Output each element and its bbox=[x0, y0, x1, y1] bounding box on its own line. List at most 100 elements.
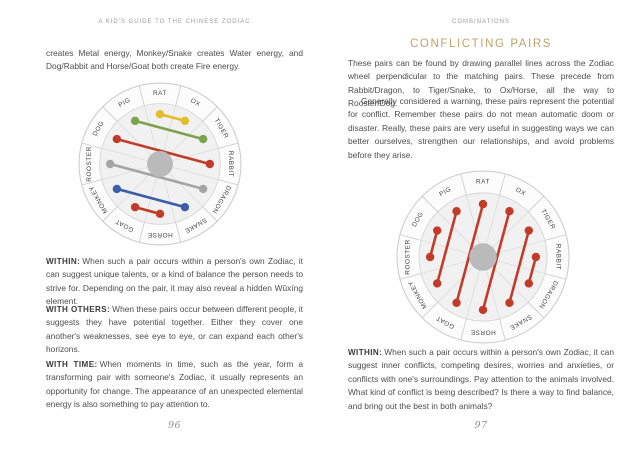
sector-divider bbox=[528, 302, 545, 319]
inner-spoke bbox=[484, 263, 500, 319]
within-paragraph-right: WITHIN: When such a pair occurs within a … bbox=[348, 346, 614, 413]
sector-divider bbox=[460, 173, 467, 196]
sector-divider bbox=[175, 222, 182, 243]
inner-spoke bbox=[466, 263, 482, 319]
within-right-lead: WITHIN: bbox=[348, 348, 383, 357]
pair-line bbox=[527, 256, 538, 284]
inner-spoke bbox=[117, 121, 156, 160]
within-paragraph: WITHIN: When such a pair occurs within a … bbox=[46, 255, 303, 309]
pair-endpoint bbox=[180, 202, 190, 212]
inner-spoke bbox=[466, 195, 482, 251]
inner-spoke bbox=[489, 258, 545, 274]
sector-divider bbox=[499, 173, 506, 196]
pair-endpoint bbox=[112, 134, 122, 144]
pair-line bbox=[116, 187, 186, 209]
sector-divider bbox=[544, 273, 567, 280]
sector-divider bbox=[544, 234, 567, 241]
pair-endpoint bbox=[198, 184, 208, 194]
pair-endpoint bbox=[130, 202, 140, 212]
sector-divider bbox=[202, 106, 218, 122]
pair-endpoint bbox=[155, 109, 165, 119]
sector-label: ROOSTER bbox=[86, 146, 93, 181]
section-title: CONFLICTING PAIRS bbox=[410, 38, 552, 50]
sector-label: OX bbox=[189, 97, 202, 108]
pair-line bbox=[428, 230, 439, 258]
wheel-hub bbox=[469, 243, 497, 271]
with-time-paragraph: WITH TIME: When moments in time, such as … bbox=[46, 358, 303, 412]
sector-divider bbox=[202, 206, 218, 222]
sector-label: HORSE bbox=[470, 329, 495, 336]
pair-endpoint bbox=[155, 209, 165, 219]
pair-endpoint bbox=[433, 226, 442, 235]
conflicting-intro-paragraph: These pairs can be found by drawing para… bbox=[348, 58, 614, 109]
sector-divider bbox=[399, 234, 422, 241]
with-time-lead: WITH TIME: bbox=[46, 360, 98, 369]
sector-label: ROOSTER bbox=[404, 239, 411, 274]
inner-spoke bbox=[144, 170, 159, 223]
page-number-right: 97 bbox=[474, 420, 488, 431]
pair-line bbox=[435, 210, 458, 284]
sector-divider bbox=[102, 206, 118, 222]
sector-divider bbox=[102, 106, 118, 122]
pair-endpoint bbox=[478, 199, 488, 209]
sector-label: OX bbox=[514, 186, 527, 197]
pair-line bbox=[508, 230, 531, 304]
pair-endpoint bbox=[130, 116, 140, 126]
sector-divider bbox=[138, 222, 145, 243]
sector-label: RAT bbox=[476, 178, 490, 185]
within-right-text: When such a pair occurs within a person'… bbox=[348, 347, 614, 411]
pair-endpoint bbox=[180, 116, 190, 126]
pair-endpoint bbox=[524, 279, 533, 288]
sector-divider bbox=[421, 195, 438, 212]
wheel-hub bbox=[147, 151, 173, 177]
sector-divider bbox=[81, 142, 102, 149]
inner-spoke bbox=[166, 148, 219, 163]
pair-endpoint bbox=[531, 252, 541, 262]
with-time-text: When moments in time, such as the year, … bbox=[46, 359, 303, 410]
inner-spoke bbox=[161, 105, 176, 158]
pair-endpoint bbox=[505, 207, 514, 216]
within-text: When such a pair occurs within a person'… bbox=[46, 256, 303, 307]
with-others-text: When these pairs occur between different… bbox=[46, 304, 303, 355]
sector-divider bbox=[81, 179, 102, 186]
sector-divider bbox=[528, 195, 545, 212]
pair-line bbox=[134, 119, 204, 141]
transforming-pairs-wheel: RAT OX TIGER RABBIT DRAGON SNAKE HORSE GOAT MONK… bbox=[75, 79, 245, 249]
pair-endpoint bbox=[452, 207, 461, 216]
inner-spoke bbox=[166, 165, 219, 180]
inner-spoke bbox=[484, 195, 500, 251]
sector-label: RABBIT bbox=[227, 151, 234, 177]
sector-divider bbox=[499, 318, 506, 341]
sector-divider bbox=[218, 179, 239, 186]
inner-spoke bbox=[421, 240, 477, 256]
sector-divider bbox=[399, 273, 422, 280]
inner-spoke bbox=[487, 211, 529, 253]
pair-endpoint bbox=[205, 159, 215, 169]
pair-line bbox=[159, 112, 186, 123]
page-number-left: 96 bbox=[167, 420, 182, 431]
pair-endpoint bbox=[425, 252, 435, 262]
intro-paragraph: creates Metal energy, Monkey/Snake creat… bbox=[46, 48, 303, 72]
sector-divider bbox=[175, 85, 182, 106]
conflicting-pairs-wheel: RAT OX TIGER RABBIT DRAGON SNAKE HORSE GOAT MONK… bbox=[393, 167, 573, 347]
inner-spoke bbox=[164, 168, 203, 207]
sector-divider bbox=[460, 318, 467, 341]
with-others-paragraph: WITH OTHERS: When these pairs occur betwe… bbox=[46, 303, 303, 357]
pair-endpoint bbox=[452, 298, 461, 307]
pair-endpoint bbox=[505, 298, 514, 307]
pair-endpoint bbox=[478, 305, 488, 315]
pair-endpoint bbox=[433, 279, 442, 288]
within-lead: WITHIN: bbox=[46, 257, 81, 266]
pair-endpoint bbox=[524, 226, 533, 235]
running-header-right: COMBINATIONS bbox=[452, 19, 510, 25]
sector-divider bbox=[218, 142, 239, 149]
inner-spoke bbox=[437, 261, 479, 303]
inner-spoke bbox=[101, 165, 154, 180]
inner-spoke bbox=[101, 148, 154, 163]
conflicting-body-paragraph: Generally considered a warning, these pa… bbox=[348, 96, 614, 160]
pair-endpoint bbox=[112, 184, 122, 194]
sector-divider bbox=[421, 302, 438, 319]
pair-endpoint bbox=[105, 159, 115, 169]
sector-label: RAT bbox=[153, 90, 167, 97]
with-others-lead: WITH OTHERS: bbox=[46, 305, 111, 314]
